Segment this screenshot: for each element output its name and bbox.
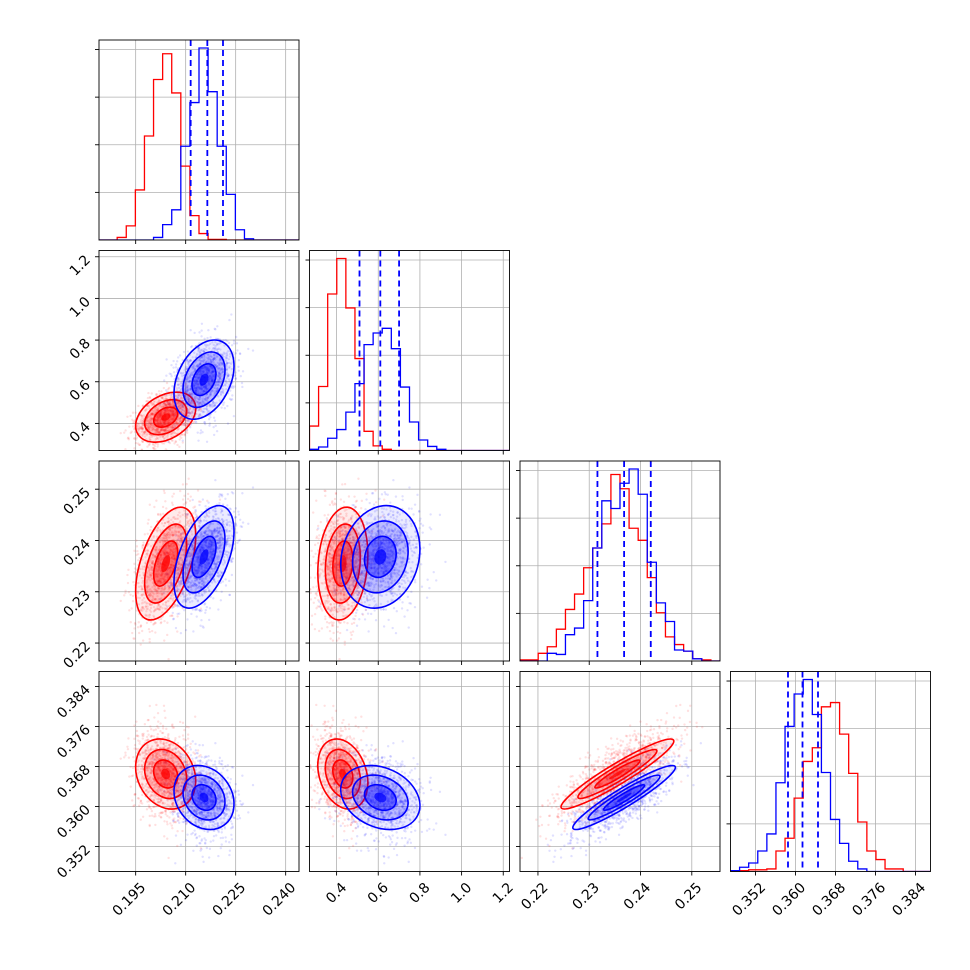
contour-red bbox=[608, 768, 626, 780]
density-panel-3-0: 0.195 0.210 0.225 0.240 0.3520.3600.3680.376… bbox=[54, 671, 300, 920]
panel-frame bbox=[730, 671, 931, 872]
x-tick-label: 0.210 bbox=[160, 880, 200, 920]
contour-blue bbox=[374, 549, 387, 565]
panel-frame bbox=[98, 460, 300, 662]
histogram-panel-2 bbox=[516, 460, 721, 665]
x-tick-label: 0.195 bbox=[110, 880, 150, 920]
contour-red bbox=[161, 413, 171, 421]
panel-frame bbox=[98, 250, 300, 451]
y-tick-label: 0.360 bbox=[54, 802, 94, 842]
y-tick-label: 0.352 bbox=[54, 842, 94, 882]
y-tick-label: 1.2 bbox=[67, 252, 94, 279]
histogram-blue bbox=[730, 678, 931, 872]
histogram-blue bbox=[309, 327, 510, 451]
density-panel-3-2: 0.22 0.23 0.24 0.25 bbox=[516, 671, 721, 913]
x-tick-label: 0.225 bbox=[210, 880, 250, 920]
density-panel-1-0: 0.4 0.6 0.8 1.0 1.2 bbox=[67, 250, 300, 455]
panel-frame bbox=[309, 250, 510, 451]
y-tick-label: 0.6 bbox=[67, 377, 94, 404]
histogram-panel-1 bbox=[305, 250, 510, 455]
x-tick-label: 1.2 bbox=[490, 880, 517, 907]
y-tick-label: 1.0 bbox=[67, 294, 94, 321]
x-tick-label: 0.368 bbox=[809, 880, 849, 920]
histogram-panel-0 bbox=[95, 39, 300, 244]
x-tick-label: 0.24 bbox=[621, 880, 654, 913]
contour-red bbox=[161, 555, 171, 573]
contour-blue bbox=[374, 792, 387, 803]
y-tick-label: 0.368 bbox=[54, 762, 94, 802]
histogram-red bbox=[309, 257, 510, 451]
panel-frame bbox=[309, 671, 510, 872]
x-tick-label: 0.22 bbox=[518, 880, 551, 913]
density-panel-2-0: 0.22 0.23 0.24 0.25 bbox=[60, 460, 300, 672]
x-tick-label: 0.25 bbox=[672, 880, 705, 913]
contour-blue bbox=[199, 549, 209, 565]
x-tick-label: 0.360 bbox=[769, 880, 809, 920]
contour-blue bbox=[616, 792, 632, 803]
contour-blue bbox=[199, 373, 209, 386]
x-tick-label: 0.352 bbox=[729, 880, 769, 920]
x-tick-label: 0.240 bbox=[260, 880, 300, 920]
x-tick-label: 0.8 bbox=[406, 880, 433, 907]
panel-frame bbox=[519, 460, 721, 662]
x-tick-label: 0.23 bbox=[569, 880, 602, 913]
y-tick-label: 0.8 bbox=[67, 336, 94, 363]
density-panel-2-1 bbox=[305, 460, 510, 665]
x-tick-label: 0.376 bbox=[849, 880, 889, 920]
x-tick-label: 0.384 bbox=[889, 880, 929, 920]
x-tick-label: 1.0 bbox=[448, 880, 475, 907]
y-tick-label: 0.25 bbox=[60, 485, 93, 518]
x-tick-label: 0.4 bbox=[323, 880, 350, 907]
x-tick-label: 0.6 bbox=[365, 880, 392, 907]
histogram-blue bbox=[99, 47, 299, 240]
y-tick-label: 0.4 bbox=[67, 419, 94, 446]
panel-frame bbox=[309, 460, 510, 662]
contour-red bbox=[161, 768, 171, 780]
histogram-blue bbox=[520, 468, 720, 661]
scatter-red bbox=[309, 477, 386, 661]
panel-frame bbox=[519, 671, 721, 872]
y-tick-label: 0.22 bbox=[60, 639, 93, 672]
y-tick-label: 0.24 bbox=[60, 536, 93, 569]
y-tick-label: 0.384 bbox=[54, 682, 94, 722]
histogram-panel-3: 0.352 0.360 0.368 0.376 0.384 bbox=[726, 671, 931, 920]
y-tick-label: 0.23 bbox=[60, 587, 93, 620]
y-tick-label: 0.376 bbox=[54, 722, 94, 762]
panel-frame bbox=[98, 671, 300, 872]
panel-frame bbox=[98, 39, 300, 241]
density-panel-3-1: 0.4 0.6 0.8 1.0 1.2 bbox=[305, 671, 517, 907]
contour-blue bbox=[199, 792, 209, 803]
histogram-red bbox=[730, 701, 931, 872]
